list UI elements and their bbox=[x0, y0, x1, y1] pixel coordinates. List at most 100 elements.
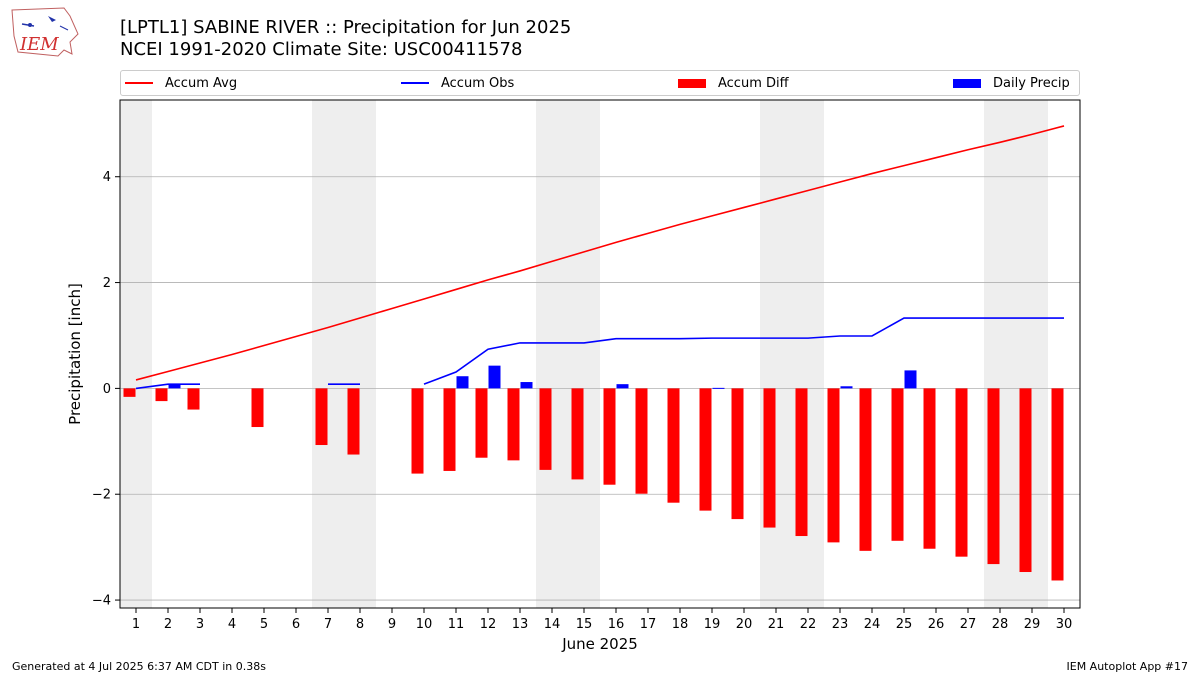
diff-bar bbox=[123, 388, 136, 397]
diff-bar bbox=[507, 388, 520, 461]
legend-label-accum-obs: Accum Obs bbox=[441, 75, 515, 91]
daily-precip-bar bbox=[456, 376, 469, 389]
iem-logo: IEM bbox=[11, 7, 79, 57]
x-tick-label: 19 bbox=[704, 617, 721, 632]
legend-label-accum-diff: Accum Diff bbox=[718, 75, 789, 91]
x-tick-label: 22 bbox=[800, 617, 817, 632]
legend-item-accum-diff: Accum Diff bbox=[678, 71, 789, 95]
x-tick-label: 1 bbox=[132, 617, 140, 632]
x-tick-label: 3 bbox=[196, 617, 204, 632]
x-tick-label: 17 bbox=[640, 617, 657, 632]
diff-bar bbox=[443, 388, 456, 471]
daily-precip-bar bbox=[616, 384, 629, 389]
diff-bar bbox=[955, 388, 968, 557]
x-tick-label: 6 bbox=[292, 617, 300, 632]
legend: Accum Avg Accum Obs Accum Diff Daily Pre… bbox=[120, 70, 1080, 96]
diff-bar bbox=[603, 388, 616, 485]
x-tick-label: 20 bbox=[736, 617, 753, 632]
legend-item-accum-obs: Accum Obs bbox=[401, 71, 514, 95]
legend-swatch-accum-diff bbox=[678, 78, 706, 88]
x-tick-label: 27 bbox=[960, 617, 977, 632]
weekend-band bbox=[536, 100, 600, 608]
x-tick-label: 12 bbox=[480, 617, 497, 632]
diff-bar bbox=[571, 388, 584, 480]
diff-bar bbox=[859, 388, 872, 551]
accum-obs-line bbox=[135, 383, 200, 390]
y-tick-label: 2 bbox=[103, 276, 111, 291]
diff-bar bbox=[923, 388, 936, 549]
x-tick-label: 7 bbox=[324, 617, 332, 632]
x-tick-label: 24 bbox=[864, 617, 881, 632]
diff-bar bbox=[795, 388, 808, 537]
diff-bar bbox=[411, 388, 424, 474]
x-tick-label: 5 bbox=[260, 617, 268, 632]
diff-bar bbox=[187, 388, 200, 410]
x-tick-label: 10 bbox=[416, 617, 433, 632]
chart-title: [LPTL1] SABINE RIVER :: Precipitation fo… bbox=[120, 17, 572, 38]
legend-swatch-accum-avg bbox=[125, 82, 153, 84]
x-tick-label: 11 bbox=[448, 617, 465, 632]
diff-bar bbox=[699, 388, 712, 511]
accum-obs-line bbox=[423, 317, 1064, 385]
diff-bar bbox=[475, 388, 488, 458]
daily-precip-bar bbox=[488, 365, 501, 389]
y-tick-label: 0 bbox=[103, 382, 111, 397]
x-tick-label: 21 bbox=[768, 617, 785, 632]
daily-precip-bar bbox=[840, 386, 853, 389]
x-tick-label: 23 bbox=[832, 617, 849, 632]
y-axis-label: Precipitation [inch] bbox=[66, 283, 84, 425]
diff-bar bbox=[155, 388, 168, 402]
diff-bar bbox=[827, 388, 840, 543]
plot-frame bbox=[119, 99, 1081, 609]
x-tick-label: 16 bbox=[608, 617, 625, 632]
weekend-band bbox=[760, 100, 824, 608]
x-tick-label: 13 bbox=[512, 617, 529, 632]
diff-bar bbox=[315, 388, 328, 446]
footer-app: IEM Autoplot App #17 bbox=[1066, 660, 1189, 673]
x-tick-label: 30 bbox=[1056, 617, 1073, 632]
legend-swatch-accum-obs bbox=[401, 82, 429, 84]
state-outline-icon bbox=[11, 7, 79, 57]
x-tick-label: 9 bbox=[388, 617, 396, 632]
y-tick-label: −4 bbox=[92, 594, 111, 609]
diff-bar bbox=[763, 388, 776, 528]
x-tick-label: 15 bbox=[576, 617, 593, 632]
x-tick-label: 29 bbox=[1024, 617, 1041, 632]
daily-precip-bar bbox=[168, 384, 181, 389]
x-tick-label: 2 bbox=[164, 617, 172, 632]
y-tick-label: −2 bbox=[92, 488, 111, 503]
footer-generated: Generated at 4 Jul 2025 6:37 AM CDT in 0… bbox=[12, 660, 266, 673]
weekend-band bbox=[312, 100, 376, 608]
diff-bar bbox=[891, 388, 904, 541]
x-tick-label: 8 bbox=[356, 617, 364, 632]
legend-item-accum-avg: Accum Avg bbox=[125, 71, 237, 95]
logo-text: IEM bbox=[19, 34, 59, 55]
diff-bar bbox=[731, 388, 744, 520]
x-tick-label: 4 bbox=[228, 617, 236, 632]
legend-label-daily-precip: Daily Precip bbox=[993, 75, 1070, 91]
legend-item-daily-precip: Daily Precip bbox=[953, 71, 1070, 95]
daily-precip-bar bbox=[520, 382, 533, 389]
diff-bar bbox=[667, 388, 680, 503]
x-tick-label: 28 bbox=[992, 617, 1009, 632]
x-tick-label: 25 bbox=[896, 617, 913, 632]
legend-swatch-daily-precip bbox=[953, 78, 981, 88]
weekend-band bbox=[120, 100, 152, 608]
diff-bar bbox=[635, 388, 648, 494]
diff-bar bbox=[1019, 388, 1032, 573]
legend-label-accum-avg: Accum Avg bbox=[165, 75, 238, 91]
chart-subtitle: NCEI 1991-2020 Climate Site: USC00411578 bbox=[120, 39, 523, 60]
diff-bar bbox=[1051, 388, 1064, 581]
diff-bar bbox=[347, 388, 360, 455]
daily-precip-bar bbox=[904, 370, 917, 389]
x-axis-label: June 2025 bbox=[561, 635, 638, 653]
accum-avg-line bbox=[135, 125, 1065, 381]
y-tick-label: 4 bbox=[103, 170, 111, 185]
diff-bar bbox=[251, 388, 264, 428]
x-tick-label: 14 bbox=[544, 617, 561, 632]
x-tick-label: 26 bbox=[928, 617, 945, 632]
diff-bar bbox=[539, 388, 552, 470]
x-tick-label: 18 bbox=[672, 617, 689, 632]
daily-precip-bar bbox=[712, 387, 725, 389]
